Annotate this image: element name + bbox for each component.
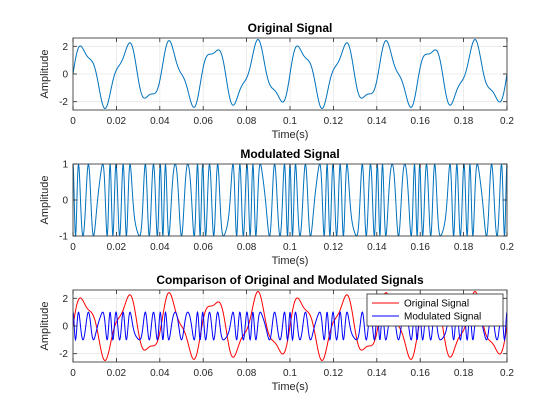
x-tick-label: 0.06 bbox=[193, 116, 213, 127]
x-axis-label: Time(s) bbox=[272, 129, 309, 141]
chart-title: Modulated Signal bbox=[240, 147, 339, 161]
x-tick-label: 0.02 bbox=[107, 368, 127, 379]
x-tick-label: 0 bbox=[70, 368, 76, 379]
x-tick-label: 0.08 bbox=[237, 116, 257, 127]
x-tick-label: 0.2 bbox=[500, 368, 514, 379]
x-tick-label: 0.16 bbox=[410, 242, 430, 253]
x-axis-label: Time(s) bbox=[272, 381, 309, 393]
x-tick-label: 0.08 bbox=[237, 368, 257, 379]
x-tick-label: 0.18 bbox=[454, 116, 474, 127]
x-tick-label: 0.1 bbox=[283, 242, 297, 253]
x-tick-label: 0.12 bbox=[324, 368, 344, 379]
y-tick-label: 2 bbox=[62, 294, 68, 305]
x-tick-label: 0.2 bbox=[500, 116, 514, 127]
x-tick-label: 0 bbox=[70, 242, 76, 253]
y-tick-label: -1 bbox=[59, 232, 68, 243]
y-tick-label: 2 bbox=[62, 42, 68, 53]
x-tick-label: 0.06 bbox=[193, 368, 213, 379]
chart-title: Comparison of Original and Modulated Sig… bbox=[156, 273, 424, 287]
x-tick-label: 0.16 bbox=[410, 368, 430, 379]
legend: Original Signal Modulated Signal bbox=[366, 293, 504, 327]
x-tick-label: 0.14 bbox=[367, 242, 387, 253]
x-tick-label: 0.12 bbox=[324, 116, 344, 127]
x-tick-label: 0.12 bbox=[324, 242, 344, 253]
legend-box bbox=[366, 293, 504, 327]
x-tick-label: 0.16 bbox=[410, 116, 430, 127]
x-tick-label: 0.1 bbox=[283, 368, 297, 379]
x-tick-label: 0 bbox=[70, 116, 76, 127]
x-tick-label: 0.08 bbox=[237, 242, 257, 253]
subplot-2: 0 0.02 0.04 0.06 0.08 0.1 0.12 0.14 0.16 0.18 0.2 -… bbox=[39, 147, 514, 267]
x-tick-label: 0.02 bbox=[107, 242, 127, 253]
y-axis-label: Amplitude bbox=[39, 302, 51, 351]
legend-label: Original Signal bbox=[404, 299, 469, 310]
subplot-1: 0 0.02 0.04 0.06 0.08 0.1 0.12 0.14 0.16 0.18 0.2 -… bbox=[39, 21, 514, 141]
y-axis-label: Amplitude bbox=[39, 50, 51, 99]
y-tick-label: 1 bbox=[62, 160, 68, 171]
series-line-1 bbox=[73, 39, 507, 109]
x-tick-label: 0.14 bbox=[367, 116, 387, 127]
x-tick-label: 0.18 bbox=[454, 242, 474, 253]
x-tick-label: 0.06 bbox=[193, 242, 213, 253]
y-tick-label: 0 bbox=[62, 70, 68, 81]
y-tick-label: -2 bbox=[59, 349, 68, 360]
x-tick-label: 0.14 bbox=[367, 368, 387, 379]
x-tick-label: 0.2 bbox=[500, 242, 514, 253]
x-tick-label: 0.04 bbox=[150, 242, 170, 253]
x-axis-label: Time(s) bbox=[272, 255, 309, 267]
x-tick-label: 0.04 bbox=[150, 368, 170, 379]
x-tick-label: 0.18 bbox=[454, 368, 474, 379]
y-tick-label: -2 bbox=[59, 97, 68, 108]
chart-title: Original Signal bbox=[248, 21, 333, 35]
legend-label: Modulated Signal bbox=[404, 312, 481, 323]
x-tick-label: 0.1 bbox=[283, 116, 297, 127]
x-tick-label: 0.04 bbox=[150, 116, 170, 127]
x-tick-label: 0.02 bbox=[107, 116, 127, 127]
y-tick-label: 0 bbox=[62, 196, 68, 207]
y-tick-label: 0 bbox=[62, 322, 68, 333]
y-axis-label: Amplitude bbox=[39, 176, 51, 225]
subplot-3: 0 0.02 0.04 0.06 0.08 0.1 0.12 0.14 0.16 0.18 0.2 -… bbox=[39, 273, 514, 393]
